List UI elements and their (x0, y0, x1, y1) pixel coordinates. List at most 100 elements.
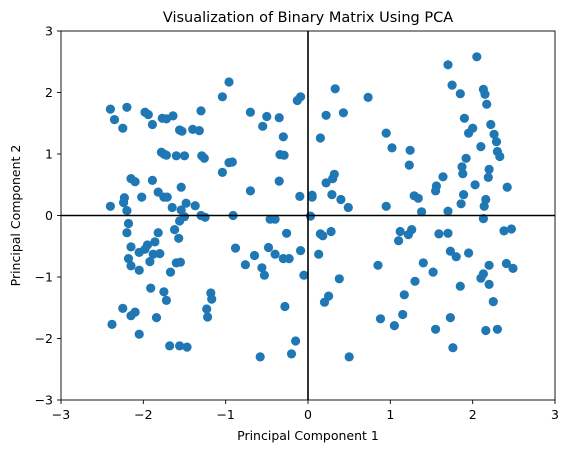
x-tick-label: 2 (469, 407, 477, 422)
data-point (274, 176, 284, 186)
data-point (443, 206, 453, 216)
x-tick-label: 3 (551, 407, 559, 422)
data-point (459, 190, 469, 200)
data-point (240, 260, 250, 270)
data-point (245, 186, 255, 196)
data-point (122, 206, 132, 216)
x-tick-label: −2 (134, 407, 152, 422)
data-point (334, 274, 344, 284)
data-point (314, 249, 324, 259)
data-point (200, 212, 210, 222)
data-point (381, 128, 391, 138)
data-point (227, 157, 237, 167)
data-point (321, 110, 331, 120)
data-point (431, 186, 441, 196)
data-point (484, 279, 494, 289)
data-point (434, 229, 444, 239)
data-point (286, 349, 297, 359)
data-point (407, 225, 417, 235)
data-point (445, 246, 455, 256)
data-point (179, 151, 190, 161)
y-tick-label: −3 (35, 393, 53, 408)
data-point (315, 133, 325, 143)
data-point (123, 218, 134, 229)
y-axis-ticks: −3 −2 −1 0 1 2 3 (35, 24, 61, 408)
data-point (274, 113, 284, 123)
data-point (280, 301, 290, 312)
data-point (155, 249, 165, 259)
data-point (263, 242, 274, 253)
data-point (170, 225, 180, 235)
data-point (321, 178, 331, 188)
data-point (464, 248, 474, 258)
data-point (134, 265, 144, 275)
data-point (395, 226, 405, 237)
y-tick-label: 1 (45, 147, 53, 162)
data-point (418, 258, 428, 268)
data-point (257, 263, 267, 273)
data-point (224, 77, 234, 87)
data-point (329, 169, 339, 179)
data-point (443, 60, 453, 70)
data-point (151, 313, 162, 323)
data-point (278, 132, 288, 142)
y-tick-label: 3 (45, 24, 53, 39)
data-point (319, 297, 330, 307)
data-point (148, 249, 158, 259)
data-point (343, 202, 353, 213)
data-point (282, 228, 292, 238)
data-point (255, 352, 265, 362)
data-point (381, 201, 391, 211)
data-point (363, 92, 373, 102)
data-point (259, 270, 269, 280)
data-point (167, 202, 177, 213)
data-point (291, 336, 301, 346)
data-point (153, 228, 163, 238)
data-point (137, 192, 147, 202)
data-point (307, 192, 317, 202)
data-point (299, 270, 309, 280)
data-point (318, 231, 328, 241)
data-point (327, 190, 337, 200)
data-point (207, 294, 217, 304)
data-point (199, 153, 209, 163)
data-point (506, 224, 516, 234)
data-point (486, 119, 496, 130)
data-point (230, 243, 241, 253)
data-point (182, 342, 192, 352)
data-point (431, 324, 441, 334)
data-point (330, 84, 340, 94)
data-point (262, 111, 272, 122)
data-point (130, 307, 140, 317)
data-point (171, 151, 181, 161)
data-point (410, 276, 420, 286)
data-point (194, 126, 204, 136)
x-tick-label: 1 (386, 407, 394, 422)
data-point (508, 263, 518, 273)
data-point (118, 303, 128, 313)
data-point (447, 80, 457, 90)
data-point (122, 102, 132, 112)
data-point (296, 92, 306, 102)
x-tick-label: −3 (52, 407, 70, 422)
y-tick-label: 0 (45, 208, 53, 223)
data-point (176, 182, 186, 192)
data-point (445, 313, 455, 323)
data-point (145, 257, 155, 267)
data-point (296, 246, 306, 256)
data-point (174, 233, 184, 243)
data-point (258, 121, 268, 131)
data-point (495, 151, 505, 162)
data-point (387, 143, 397, 153)
data-point (175, 216, 185, 226)
data-point (455, 281, 465, 291)
data-point (150, 237, 160, 247)
data-point (492, 324, 502, 334)
data-point (375, 314, 386, 324)
data-point (270, 214, 280, 224)
chart-title: Visualization of Binary Matrix Using PCA (163, 10, 453, 26)
y-axis-label: Principal Component 2 (8, 145, 23, 287)
data-point (326, 226, 336, 237)
data-point (501, 258, 511, 269)
